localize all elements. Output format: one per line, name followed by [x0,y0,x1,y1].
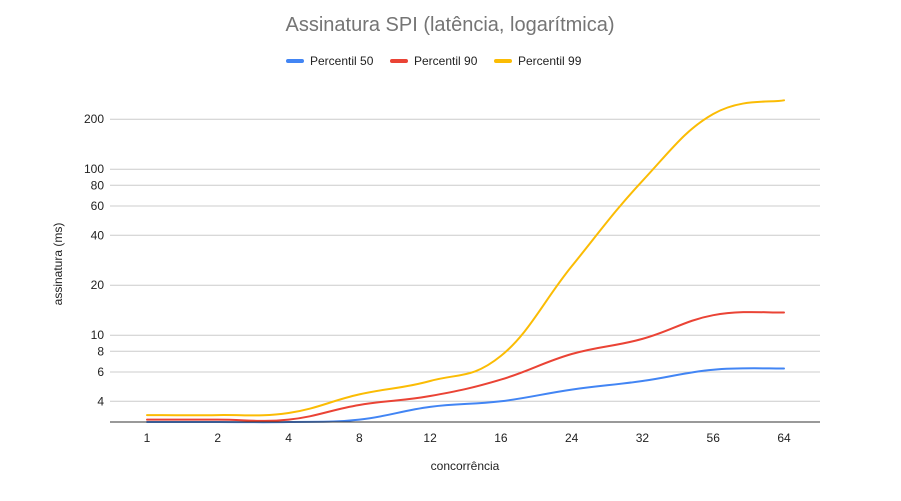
series-lines [146,99,785,424]
legend-label: Percentil 90 [414,54,478,68]
x-tick-label: 32 [636,431,650,445]
y-tick-label: 40 [91,228,105,242]
x-tick-label: 56 [707,431,721,445]
x-tick-label: 2 [214,431,221,445]
x-tick-label: 4 [285,431,292,445]
y-tick-label: 8 [97,344,104,358]
y-tick-label: 6 [97,365,104,379]
x-axis-ticks: 1 2 4 8 12 16 24 32 56 64 [144,431,791,445]
x-tick-label: 12 [423,431,437,445]
y-axis-ticks: 4 6 8 10 20 40 60 80 100 200 [84,112,104,408]
grid-lines [110,118,820,402]
y-tick-label: 80 [91,178,105,192]
x-tick-label: 24 [565,431,579,445]
legend-label: Percentil 50 [310,54,374,68]
legend: Percentil 50 Percentil 90 Percentil 99 [286,54,582,68]
x-axis-label: concorrência [431,459,500,473]
y-axis-label: assinatura (ms) [51,223,65,306]
y-tick-label: 200 [84,112,104,126]
series-line-3 [146,99,785,417]
series-line-1 [146,367,785,424]
y-tick-label: 60 [91,199,105,213]
series-line-2 [146,311,785,422]
chart-title: Assinatura SPI (latência, logarítmica) [285,14,614,36]
y-tick-label: 4 [97,394,104,408]
y-tick-label: 100 [84,162,104,176]
x-tick-label: 8 [356,431,363,445]
x-tick-label: 64 [777,431,791,445]
y-tick-label: 20 [91,278,105,292]
x-tick-label: 16 [494,431,508,445]
x-tick-label: 1 [144,431,151,445]
y-tick-label: 10 [91,328,105,342]
legend-label: Percentil 99 [518,54,582,68]
